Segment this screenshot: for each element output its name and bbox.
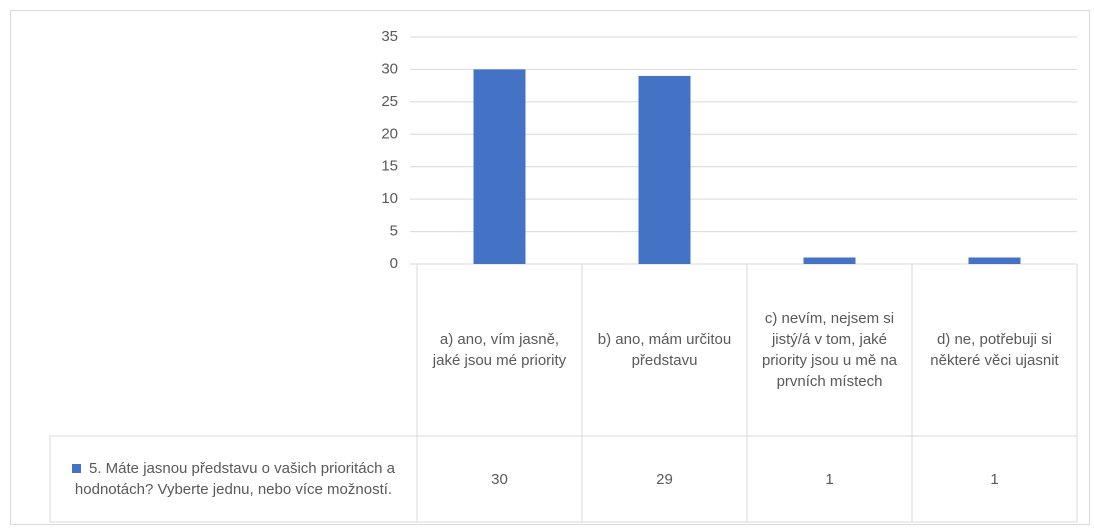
y-tick-label: 0 (390, 255, 398, 272)
y-tick-label: 25 (381, 93, 398, 110)
y-tick-label: 15 (381, 158, 398, 175)
table-value-text: 30 (491, 470, 508, 488)
legend-label: 5. Máte jasnou představu o vašich priori… (74, 460, 395, 498)
category-label: a) ano, vím jasně, jaké jsou mé priority (417, 264, 582, 436)
y-tick-label: 20 (381, 125, 398, 142)
y-tick-label: 10 (381, 190, 398, 207)
category-label-text: b) ano, mám určitou představu (597, 331, 732, 369)
category-label: d) ne, potřebuji si některé věci ujasnit (912, 264, 1077, 436)
category-label: c) nevím, nejsem si jistý/á v tom, jaké … (747, 264, 912, 436)
y-tick-label: 5 (390, 223, 398, 240)
bar (968, 257, 1021, 264)
table-value: 30 (417, 436, 582, 522)
legend-text-wrap: 5. Máte jasnou představu o vašich priori… (58, 458, 409, 500)
bar (638, 75, 691, 265)
category-label-text: d) ne, potřebuji si některé věci ujasnit (930, 331, 1059, 369)
y-tick-label: 35 (381, 28, 398, 45)
table-value-text: 1 (990, 470, 999, 488)
table-value: 1 (747, 436, 912, 522)
table-value: 29 (582, 436, 747, 522)
legend-entry: 5. Máte jasnou představu o vašich priori… (50, 436, 417, 522)
table-value-text: 29 (656, 470, 673, 488)
category-label: b) ano, mám určitou představu (582, 264, 747, 436)
bar (473, 69, 526, 264)
y-tick-label: 30 (381, 60, 398, 77)
chart-border (10, 10, 1090, 525)
bar (803, 257, 856, 264)
table-value: 1 (912, 436, 1077, 522)
legend-swatch (72, 464, 81, 473)
category-label-text: c) nevím, nejsem si jistý/á v tom, jaké … (761, 310, 898, 390)
category-label-text: a) ano, vím jasně, jaké jsou mé priority (432, 331, 567, 369)
table-value-text: 1 (825, 470, 834, 488)
